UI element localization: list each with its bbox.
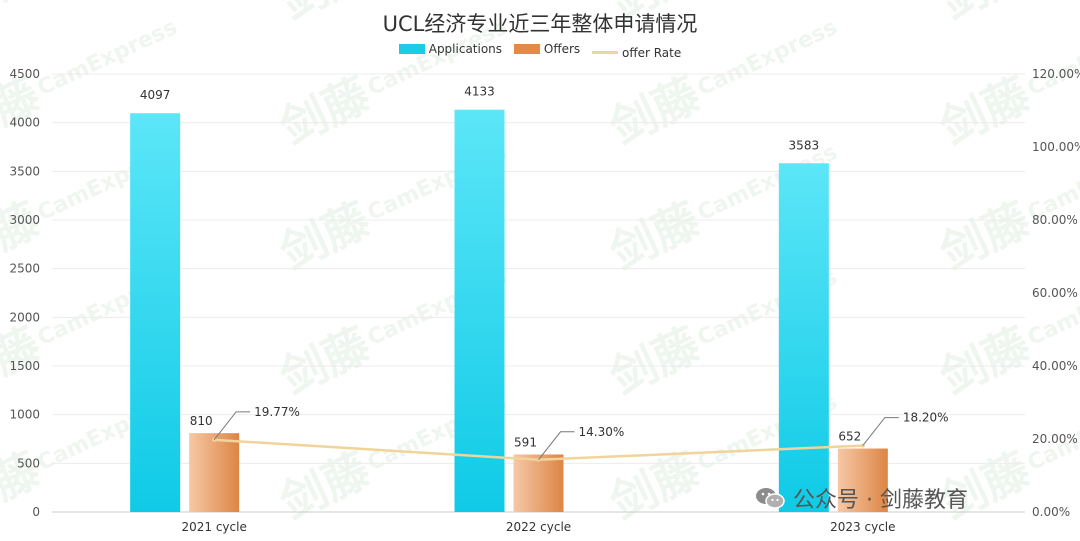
x-tick-label: 2023 cycle <box>830 520 895 534</box>
leader-line-offer-rate <box>213 411 251 441</box>
line-layer <box>212 411 899 462</box>
y-right-tick-label: 80.00% <box>1032 213 1078 227</box>
data-label-offers: 810 <box>190 414 213 428</box>
y-left-tick-label: 4500 <box>9 67 40 81</box>
data-label-applications: 4097 <box>140 88 171 102</box>
data-label-offers: 652 <box>838 430 861 444</box>
legend-item-applications[interactable]: Applications <box>398 42 503 56</box>
y-left-tick-label: 500 <box>17 456 40 470</box>
watermark-brand: CamExpress <box>1024 15 1080 101</box>
y-right-tick-label: 40.00% <box>1032 359 1078 373</box>
legend-item-offers[interactable]: Offers <box>513 42 581 56</box>
wechat-icon <box>756 488 785 509</box>
x-tick-label: 2021 cycle <box>181 520 246 534</box>
legend-label-offers: Offers <box>543 42 581 56</box>
bar-offers <box>189 433 240 512</box>
bar-layer <box>130 109 888 512</box>
y-right-tick-label: 120.00% <box>1032 67 1080 81</box>
data-label-offer-rate: 18.20% <box>903 411 949 425</box>
bar-applications <box>778 163 829 512</box>
leader-line-offer-rate <box>538 431 575 461</box>
watermark-brand: CamExpress <box>1024 265 1080 351</box>
y-left-tick-label: 1000 <box>9 408 40 422</box>
y-right-tick-label: 60.00% <box>1032 286 1078 300</box>
y-left-tick-label: 4000 <box>9 116 40 130</box>
watermark-logo: 剑藤 <box>0 0 48 30</box>
data-label-applications: 3583 <box>789 138 820 152</box>
watermark-logo: 剑藤 <box>602 67 708 155</box>
legend-swatch-applications <box>398 44 425 54</box>
legend-swatch-offer-rate <box>591 51 618 54</box>
watermark-logo: 剑藤 <box>602 317 708 405</box>
y-right-tick-label: 20.00% <box>1032 432 1078 446</box>
watermark-logo: 剑藤 <box>272 0 378 30</box>
footer-text: 公众号 · 剑藤教育 <box>793 488 968 513</box>
watermark-logo: 剑藤 <box>602 192 708 280</box>
watermark-logo: 剑藤 <box>602 0 708 30</box>
watermark-logo: 剑藤 <box>932 317 1038 405</box>
legend-swatch-offers <box>513 44 540 54</box>
bar-applications <box>130 113 181 512</box>
bar-applications <box>454 109 505 512</box>
legend-label-offer-rate: offer Rate <box>621 45 682 60</box>
watermark-logo: 剑藤 <box>932 192 1038 280</box>
watermark-logo: 剑藤 <box>272 192 378 280</box>
footer-brand: 公众号 · 剑藤教育 <box>755 482 968 514</box>
y-right-tick-label: 0.00% <box>1032 505 1070 519</box>
bar-offers <box>837 448 888 512</box>
watermark-logo: 剑藤 <box>272 317 378 405</box>
y-left-tick-label: 2500 <box>9 262 40 276</box>
bar-offers <box>513 454 564 512</box>
y-left-tick-label: 3500 <box>9 164 40 178</box>
watermark-logo: 剑藤 <box>272 67 378 155</box>
legend-label-applications: Applications <box>428 42 503 56</box>
leader-line-offer-rate <box>862 417 899 446</box>
chart-title: UCL经济专业近三年整体申请情况 <box>382 12 698 36</box>
data-label-offer-rate: 14.30% <box>579 425 625 439</box>
data-label-offer-rate: 19.77% <box>254 405 300 419</box>
data-label-applications: 4133 <box>464 85 495 99</box>
legend-item-offer-rate[interactable]: offer Rate <box>591 45 682 60</box>
y-left-tick-label: 3000 <box>9 213 40 227</box>
watermark-logo: 剑藤 <box>932 67 1038 155</box>
y-left-tick-label: 2000 <box>9 310 40 324</box>
axis-layer: 0 500 1000 1500 2000 2500 3000 3500 4000 4500 0.00… <box>9 67 1080 534</box>
label-layer: 4097 810 4133 591 3583 652 19.77% 14.30% 18.20% <box>140 85 949 450</box>
watermark-logo: 剑藤 <box>932 0 1038 30</box>
watermark-brand: CamExpress <box>694 15 841 101</box>
x-tick-label: 2022 cycle <box>506 520 571 534</box>
y-left-tick-label: 1500 <box>9 359 40 373</box>
watermark-logo: 剑藤 <box>272 442 378 530</box>
y-right-tick-label: 100.00% <box>1032 140 1080 154</box>
y-left-tick-label: 0 <box>32 505 40 519</box>
data-label-offers: 591 <box>514 435 537 449</box>
legend: Applications Offers offer Rate <box>0 42 1080 60</box>
